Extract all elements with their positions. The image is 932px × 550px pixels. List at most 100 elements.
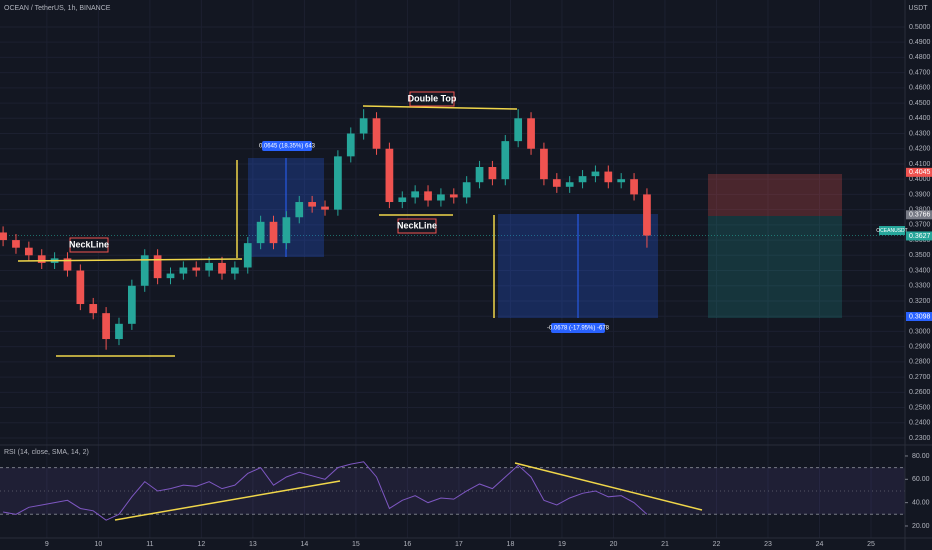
candle-body — [256, 221, 265, 244]
label-box — [397, 218, 437, 234]
x-tick-label: 12 — [197, 541, 205, 548]
price-label-bg — [906, 210, 932, 220]
candle-body — [617, 179, 626, 183]
y-tick-label: 40.00 — [912, 499, 930, 506]
x-tick-label: 11 — [146, 541, 153, 548]
candle-body — [0, 232, 7, 241]
candle-body — [12, 240, 20, 248]
x-tick-label: 14 — [301, 541, 309, 548]
symbol-label-bg — [879, 226, 905, 235]
candle-body — [102, 313, 110, 340]
candle-body — [475, 167, 484, 183]
grid — [0, 0, 905, 538]
y-tick-label: 0.4200 — [909, 146, 931, 153]
candle-body — [308, 202, 317, 207]
y-tick-label: 0.3700 — [909, 222, 931, 229]
x-tick-label: 15 — [352, 541, 360, 548]
candle-body — [218, 262, 226, 274]
measure-label-bg — [551, 323, 605, 333]
rsi-trendline — [514, 462, 703, 511]
candle-body — [140, 255, 149, 286]
y-tick-label: 0.2400 — [909, 420, 931, 427]
candles — [0, 109, 651, 350]
rsi-title: RSI (14, close, SMA, 14, 2) — [4, 449, 89, 456]
x-tick-label: 10 — [94, 541, 102, 548]
candle-body — [37, 255, 46, 263]
price-label: 0.3766 — [909, 212, 931, 219]
y-tick-label: 0.4900 — [909, 39, 931, 46]
y-tick-label: 0.2500 — [909, 404, 931, 411]
candle-body — [24, 247, 33, 256]
y-tick-label: 0.3200 — [909, 298, 931, 305]
candle-body — [359, 118, 368, 134]
double-top-line — [362, 105, 518, 110]
x-tick-label: 19 — [558, 541, 566, 548]
annotation: NeckLine — [397, 220, 437, 230]
candle-body — [488, 167, 497, 180]
rsi-line — [3, 461, 648, 521]
label-box — [409, 91, 455, 107]
price-label-bg — [906, 167, 932, 177]
candle-body — [179, 267, 188, 274]
y-tick-label: 0.2700 — [909, 374, 931, 381]
measure-label: 0.0645 (18.35%) 643 — [259, 144, 316, 150]
candle-body — [269, 221, 278, 244]
x-tick-label: 24 — [816, 541, 824, 548]
x-tick-label: 18 — [507, 541, 515, 548]
measure-label-bg — [262, 141, 312, 151]
candle-body — [231, 267, 239, 274]
price-label-bg — [906, 231, 932, 241]
candle-body — [205, 262, 213, 271]
candle-body — [166, 273, 175, 279]
y-tick-label: 0.2800 — [909, 359, 931, 366]
annotation: NeckLine — [69, 239, 109, 249]
candle-body — [604, 171, 613, 183]
candle-body — [372, 118, 381, 149]
x-tick-label: 17 — [455, 541, 463, 548]
candle-body — [243, 243, 252, 268]
candle-body — [411, 191, 420, 198]
rsi-trendline — [114, 480, 341, 521]
candle-body — [334, 156, 342, 210]
candle-body — [295, 202, 304, 218]
candle-body — [540, 148, 548, 180]
candle-body — [630, 179, 638, 195]
y-tick-label: 0.4600 — [909, 85, 931, 92]
candle-body — [462, 182, 471, 198]
measure-label: -0.0678 (-17.95%) -678 — [547, 326, 610, 332]
x-tick-label: 16 — [404, 541, 412, 548]
candle-body — [565, 182, 574, 187]
y-tick-label: 0.3400 — [909, 267, 931, 274]
y-tick-label: 80.00 — [912, 453, 930, 460]
currency: USDT — [908, 5, 928, 12]
candle-body — [89, 304, 98, 314]
price-label: 0.4045 — [909, 169, 931, 176]
candle-body — [192, 267, 201, 271]
y-tick-label: 20.00 — [912, 523, 930, 530]
label-box — [69, 237, 109, 253]
trendlines — [17, 105, 703, 521]
x-tick-label: 23 — [764, 541, 772, 548]
x-tick-label: 9 — [45, 541, 49, 548]
candle-body — [398, 197, 407, 203]
candle-body — [63, 258, 72, 271]
candle-body — [552, 179, 561, 187]
y-tick-label: 0.3900 — [909, 191, 931, 198]
y-tick-label: 0.4800 — [909, 54, 931, 61]
x-tick-label: 25 — [867, 541, 875, 548]
x-tick-label: 21 — [661, 541, 669, 548]
price-label: 0.3098 — [909, 313, 931, 320]
candle-body — [449, 194, 458, 198]
candle-body — [437, 194, 445, 201]
y-tick-label: 0.3000 — [909, 328, 931, 335]
x-tick-label: 13 — [249, 541, 257, 548]
candle-body — [514, 118, 523, 142]
y-tick-label: 0.3800 — [909, 206, 931, 213]
y-tick-label: 0.3500 — [909, 252, 931, 259]
candle-body — [385, 148, 394, 203]
candle-body — [424, 191, 432, 201]
candle-body — [591, 171, 600, 177]
candle-body — [578, 176, 587, 183]
